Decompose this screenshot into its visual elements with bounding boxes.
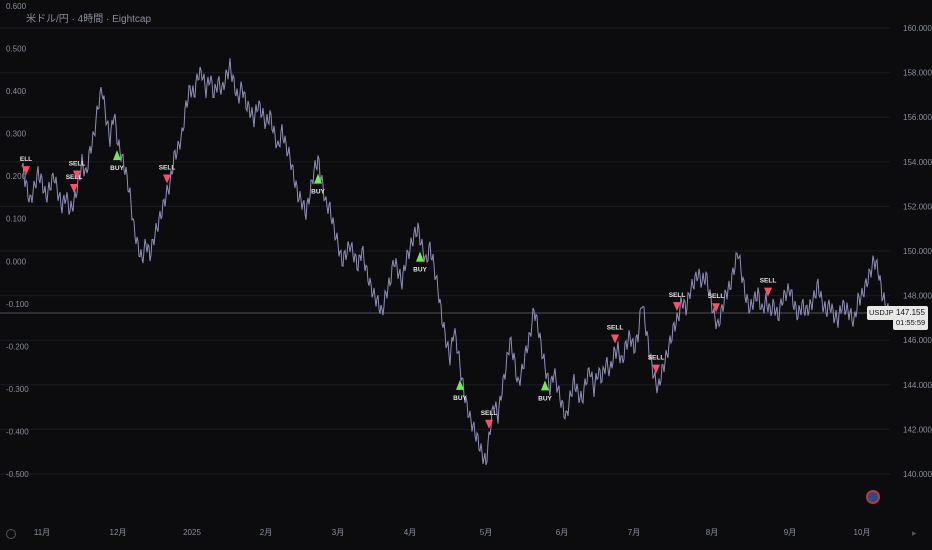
right-axis-tick: 148.000 bbox=[903, 292, 932, 301]
signals: ELL SELL SELL SELL BUY BUY BUY BUY SELL BUY SELL SE… bbox=[20, 150, 776, 429]
sell-arrow-icon bbox=[764, 287, 772, 297]
buy-arrow-icon bbox=[456, 379, 464, 390]
right-axis-tick: 150.000 bbox=[903, 247, 932, 256]
buy-label: BUY bbox=[453, 395, 467, 402]
x-axis-tick: 5月 bbox=[480, 528, 492, 537]
right-axis-tick: 154.000 bbox=[903, 158, 932, 167]
sell-label: SELL bbox=[708, 293, 725, 300]
chart-title: 米ドル/円 · 4時間 · Eightcap bbox=[26, 14, 152, 25]
left-axis-tick: 0.500 bbox=[6, 45, 27, 54]
right-axis-tick: 156.000 bbox=[903, 113, 932, 122]
left-axis-tick: 0.300 bbox=[6, 130, 27, 139]
buy-label: BUY bbox=[413, 267, 427, 274]
left-axis-tick: 0.000 bbox=[6, 257, 27, 266]
sell-label: SELL bbox=[481, 410, 498, 417]
x-axis-tick: 10月 bbox=[854, 528, 871, 537]
sell-arrow-icon bbox=[70, 183, 78, 193]
buy-arrow-icon bbox=[541, 380, 549, 391]
left-axis-tick: -0.100 bbox=[6, 300, 29, 309]
right-axis: 160.000 158.000 156.000 154.000 152.000 150.0… bbox=[903, 24, 932, 479]
left-axis-tick: -0.300 bbox=[6, 385, 29, 394]
x-axis-tick: 8月 bbox=[706, 528, 718, 537]
x-axis-tick: 3月 bbox=[332, 528, 344, 537]
left-axis-tick: 0.400 bbox=[6, 87, 27, 96]
right-axis-tick: 152.000 bbox=[903, 202, 932, 211]
left-axis-tick: 0.200 bbox=[6, 172, 27, 181]
left-axis-tick: -0.400 bbox=[6, 427, 29, 436]
x-axis-tick: 12月 bbox=[110, 528, 127, 537]
right-axis-tick: 142.000 bbox=[903, 425, 932, 434]
sell-label: SELL bbox=[648, 355, 665, 362]
x-axis: 11月 12月 2025 2月 3月 4月 5月 6月 7月 8月 9月 10月 bbox=[34, 528, 871, 537]
left-axis-tick: 0.600 bbox=[6, 2, 27, 11]
price-series-line bbox=[21, 58, 891, 466]
x-axis-tick: 9月 bbox=[784, 528, 796, 537]
sell-arrow-icon bbox=[73, 170, 81, 180]
x-axis-tick: 7月 bbox=[628, 528, 640, 537]
sell-label: SELL bbox=[69, 161, 86, 168]
sell-arrow-icon bbox=[611, 334, 619, 344]
left-axis-tick: -0.500 bbox=[6, 470, 29, 479]
sell-arrow-icon bbox=[652, 364, 660, 374]
sell-label: SELL bbox=[607, 324, 624, 331]
sell-label: ELL bbox=[20, 156, 32, 163]
sell-arrow-icon bbox=[22, 166, 30, 176]
scroll-right-icon[interactable]: ▸ bbox=[912, 528, 917, 538]
last-price-tag: 147.155 01:55:59 bbox=[893, 306, 929, 330]
left-axis: 0.600 0.500 0.400 0.300 0.200 0.100 0.000 -0.10… bbox=[6, 2, 29, 479]
sell-label: SELL bbox=[760, 278, 777, 285]
right-axis-tick: 140.000 bbox=[903, 470, 932, 479]
buy-label: BUY bbox=[110, 165, 124, 172]
x-axis-tick: 6月 bbox=[556, 528, 568, 537]
left-axis-tick: 0.100 bbox=[6, 215, 27, 224]
right-axis-tick: 146.000 bbox=[903, 336, 932, 345]
buy-arrow-icon bbox=[314, 173, 322, 184]
us-flag-icon[interactable] bbox=[866, 490, 880, 504]
x-axis-tick: 11月 bbox=[34, 528, 50, 537]
symbol-tag: USDJPY bbox=[867, 306, 901, 320]
right-axis-tick: 158.000 bbox=[903, 69, 932, 78]
sell-label: SELL bbox=[159, 164, 176, 171]
buy-label: BUY bbox=[538, 395, 552, 402]
sell-label: SELL bbox=[66, 174, 83, 181]
settings-circle-icon[interactable] bbox=[6, 529, 16, 539]
last-price-value: 147.155 bbox=[896, 308, 925, 317]
left-axis-tick: -0.200 bbox=[6, 342, 29, 351]
x-axis-tick: 4月 bbox=[404, 528, 416, 537]
buy-arrow-icon bbox=[113, 150, 121, 161]
buy-arrow-icon bbox=[416, 251, 424, 262]
sell-label: SELL bbox=[669, 292, 686, 299]
x-axis-tick: 2025 bbox=[183, 528, 201, 537]
buy-label: BUY bbox=[311, 189, 325, 196]
grid bbox=[0, 27, 890, 475]
bar-countdown: 01:55:59 bbox=[896, 318, 926, 327]
sell-arrow-icon bbox=[485, 419, 493, 429]
sell-arrow-icon bbox=[163, 174, 171, 184]
sell-arrow-icon bbox=[712, 303, 720, 313]
x-axis-tick: 2月 bbox=[260, 528, 272, 537]
right-axis-tick: 144.000 bbox=[903, 381, 932, 390]
right-axis-tick: 160.000 bbox=[903, 24, 932, 33]
sell-arrow-icon bbox=[673, 302, 681, 312]
